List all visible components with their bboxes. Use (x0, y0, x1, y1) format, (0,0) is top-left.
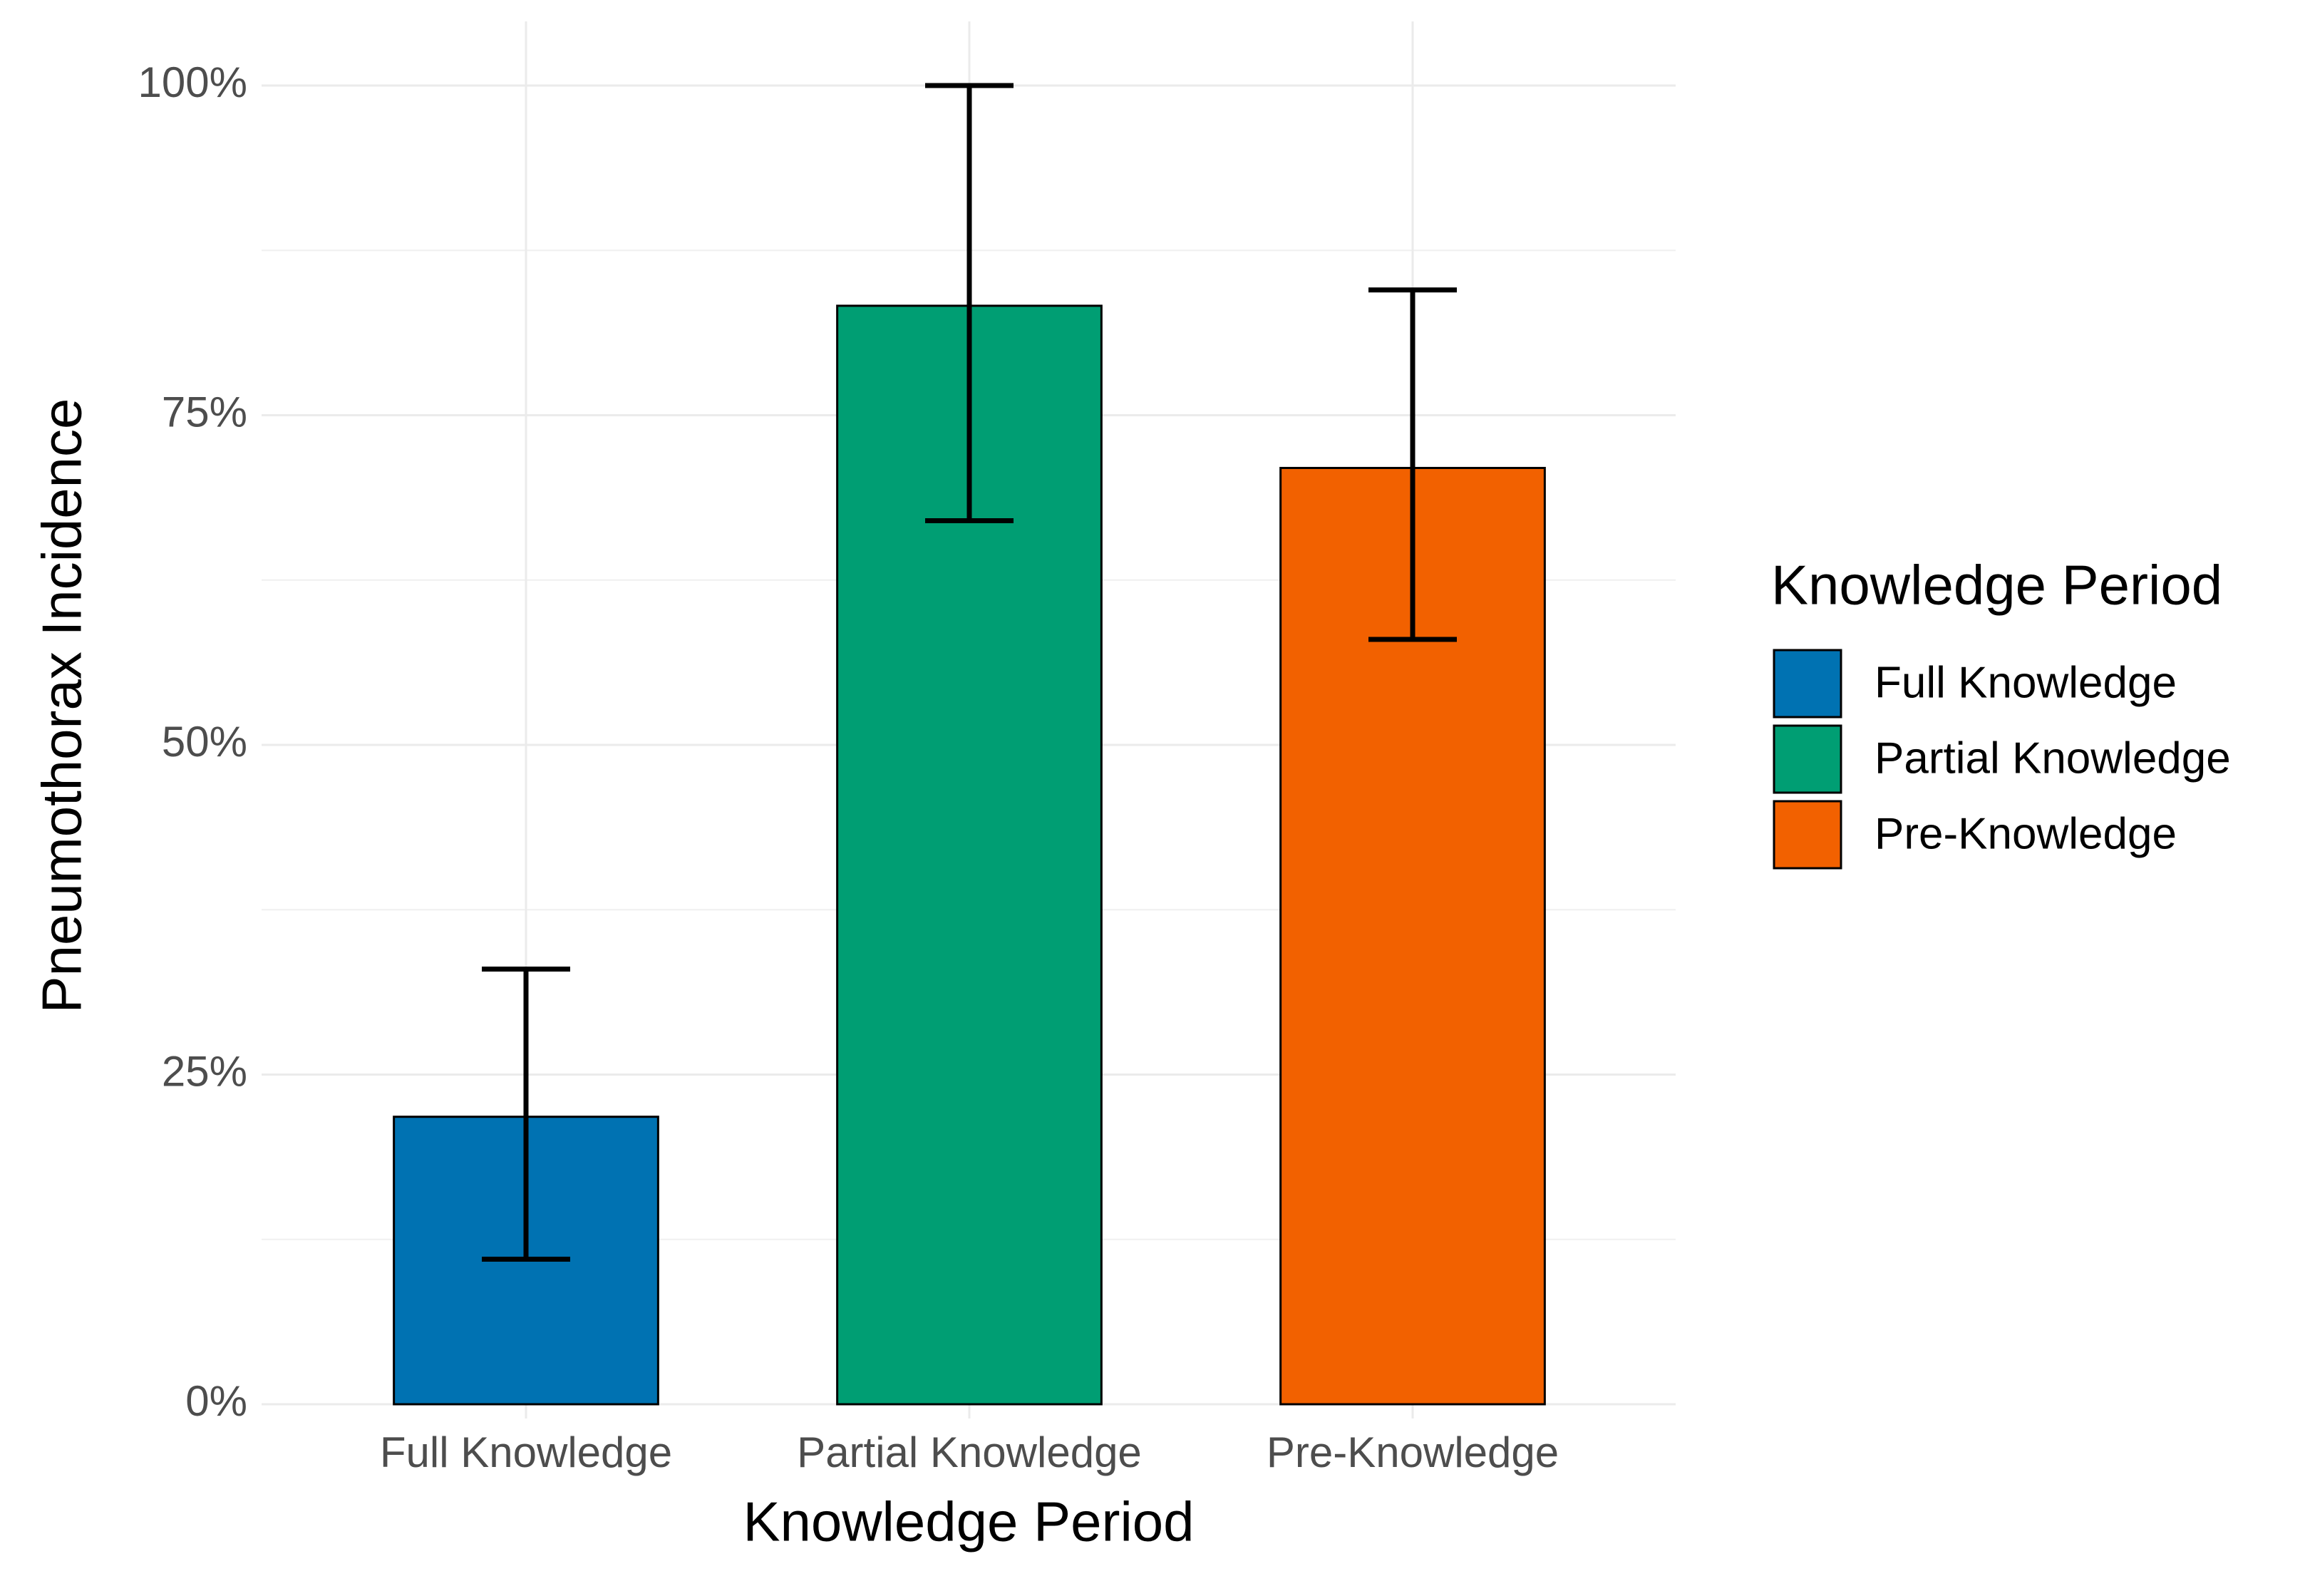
x-tick-label: Full Knowledge (380, 1428, 672, 1476)
legend-key (1773, 649, 1842, 719)
legend-label: Partial Knowledge (1875, 733, 2231, 783)
legend-label: Full Knowledge (1875, 658, 2177, 707)
y-tick-label: 0% (185, 1377, 247, 1425)
legend-title: Knowledge Period (1771, 554, 2222, 617)
y-axis-title: Pneumothorax Incidence (31, 398, 93, 1014)
y-tick-label: 50% (162, 718, 247, 766)
x-axis-title: Knowledge Period (743, 1491, 1194, 1553)
y-tick-label: 75% (162, 388, 247, 436)
x-tick-label: Pre-Knowledge (1267, 1428, 1559, 1476)
y-tick-label: 25% (162, 1047, 247, 1095)
x-tick-label: Partial Knowledge (797, 1428, 1142, 1476)
legend-key (1773, 800, 1842, 870)
legend-key (1773, 724, 1842, 794)
legend-label: Pre-Knowledge (1875, 809, 2177, 858)
y-tick-label: 100% (138, 58, 247, 106)
